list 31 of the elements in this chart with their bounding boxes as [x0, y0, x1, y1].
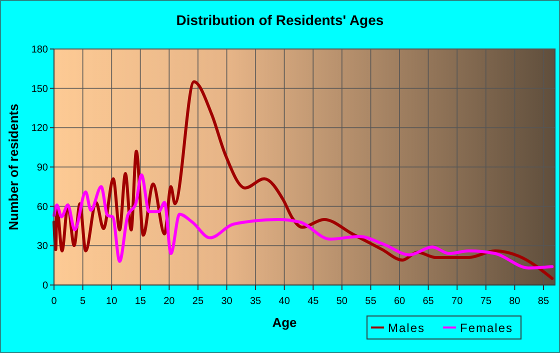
y-tick-label: 90: [36, 162, 48, 174]
legend-label: Males: [388, 321, 426, 335]
x-tick-label: 20: [164, 296, 176, 307]
y-tick-label: 0: [42, 280, 48, 292]
chart-title: Distribution of Residents' Ages: [176, 12, 384, 28]
x-tick-label: 50: [336, 296, 348, 307]
y-tick-label: 180: [31, 44, 48, 56]
x-tick-label: 70: [452, 296, 464, 307]
x-tick-label: 55: [365, 296, 377, 307]
x-tick-label: 80: [509, 296, 521, 307]
x-tick-label: 35: [250, 296, 262, 307]
x-tick-label: 5: [80, 296, 86, 307]
y-tick-label: 150: [31, 84, 48, 95]
line-series: [52, 173, 554, 270]
x-tick-label: 0: [51, 296, 58, 307]
x-tick-label: 40: [278, 296, 290, 307]
y-tick-label: 30: [36, 241, 48, 252]
x-tick-label: 15: [134, 296, 146, 307]
x-tick-label: 75: [480, 296, 492, 307]
x-tick-label: 10: [106, 296, 118, 307]
x-tick-label: 45: [308, 296, 320, 307]
x-tick-label: 30: [221, 296, 233, 307]
x-tick-label: 25: [192, 296, 204, 307]
y-tick-label: 120: [31, 123, 48, 134]
legend-label: Females: [460, 321, 514, 335]
y-tick-label: 60: [36, 202, 48, 213]
x-tick-label: 65: [422, 296, 434, 307]
x-tick-label: 60: [394, 296, 406, 307]
x-tick-label: 85: [538, 296, 550, 307]
y-axis-title: Number of residents: [6, 104, 21, 230]
x-axis-title: Age: [272, 315, 297, 330]
